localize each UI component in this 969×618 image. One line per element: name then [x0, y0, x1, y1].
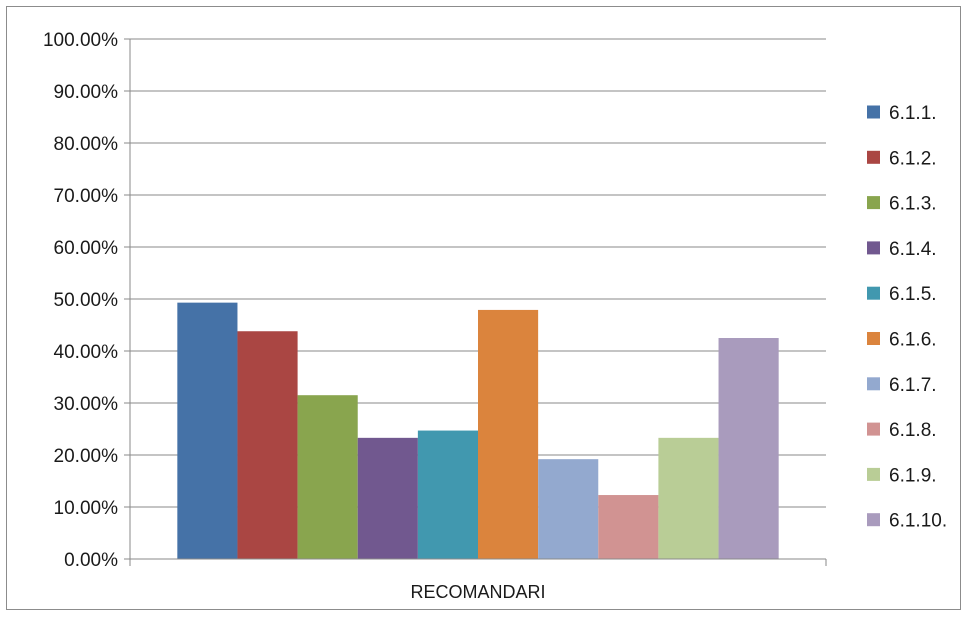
bar-6-1-1 — [177, 302, 238, 559]
y-tick-label: 0.00% — [64, 550, 118, 571]
y-tick-label: 70.00% — [54, 186, 119, 207]
legend-swatch — [867, 467, 880, 481]
y-tick-label: 60.00% — [54, 238, 119, 259]
legend-swatch — [867, 513, 880, 527]
legend-label: 6.1.2. — [889, 148, 937, 169]
y-tick-label: 30.00% — [54, 394, 119, 415]
legend-label: 6.1.4. — [889, 239, 937, 260]
y-tick-label: 20.00% — [54, 446, 119, 467]
legend-swatch — [867, 332, 880, 345]
bar-6-1-6 — [478, 309, 539, 559]
axes — [124, 38, 827, 566]
legend-swatch — [867, 105, 880, 119]
y-axis-tick-labels: 0.00% 10.00% 20.00% 30.00% 40.00% 50.00% 60.00… — [43, 30, 118, 571]
bar-6-1-5 — [417, 430, 478, 559]
legend-swatch — [867, 196, 880, 210]
legend-label: 6.1.5. — [889, 284, 937, 305]
bar-6-1-9 — [658, 437, 719, 559]
legend-swatch — [867, 241, 880, 255]
y-tick-label: 90.00% — [54, 82, 119, 103]
legend-label: 6.1.10. — [889, 511, 947, 532]
y-tick-label: 40.00% — [54, 342, 119, 363]
legend-label: 6.1.6. — [889, 330, 937, 351]
bar-6-1-2 — [237, 331, 298, 559]
legend-swatch — [867, 377, 880, 391]
legend-label: 6.1.8. — [889, 420, 937, 441]
legend: 6.1.1. 6.1.2. 6.1.3. 6.1.4. 6.1.5. 6.1.6. 6.1.… — [867, 103, 947, 532]
bars — [177, 302, 779, 559]
y-tick-label: 50.00% — [54, 290, 119, 311]
bar-6-1-8 — [598, 495, 659, 559]
bar-6-1-7 — [538, 459, 599, 559]
y-tick-label: 80.00% — [54, 134, 119, 155]
legend-label: 6.1.9. — [889, 465, 937, 486]
legend-swatch — [867, 150, 880, 164]
category-label: RECOMANDARI — [410, 582, 545, 602]
x-axis-category-labels: RECOMANDARI — [410, 582, 545, 602]
legend-label: 6.1.1. — [889, 103, 937, 124]
bar-6-1-10 — [718, 338, 779, 559]
legend-swatch — [867, 422, 880, 436]
bar-6-1-3 — [297, 395, 358, 559]
legend-label: 6.1.7. — [889, 375, 937, 396]
legend-label: 6.1.3. — [889, 194, 937, 215]
y-tick-label: 100.00% — [43, 30, 118, 51]
bar-6-1-4 — [357, 437, 418, 559]
y-tick-label: 10.00% — [54, 498, 119, 519]
legend-swatch — [867, 286, 880, 300]
